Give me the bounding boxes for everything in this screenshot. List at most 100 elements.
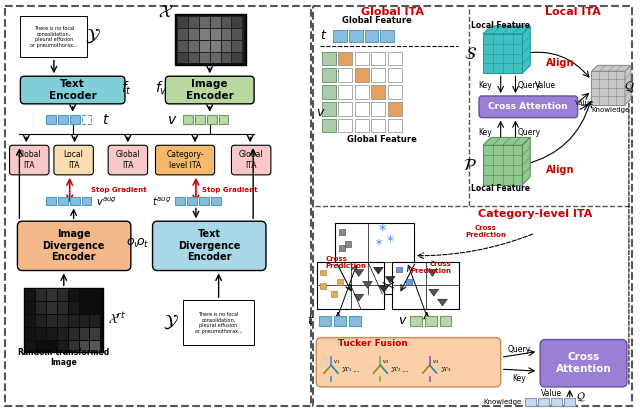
Polygon shape [354,294,364,301]
Bar [355,52,369,65]
Text: ...: ... [401,365,409,374]
Polygon shape [483,26,531,34]
FancyBboxPatch shape [540,339,627,387]
Bar [195,115,205,124]
Bar [211,41,221,52]
Text: $\mathcal{Q}$: $\mathcal{Q}$ [623,80,634,94]
Bar [46,115,56,124]
Bar [183,300,254,346]
Bar [380,30,394,42]
Bar [371,85,385,99]
Text: $t^{aug}$: $t^{aug}$ [152,195,172,208]
Bar [314,6,632,406]
Bar [200,41,210,52]
Text: *: * [378,224,386,238]
Bar [388,85,402,99]
Bar [81,115,92,124]
Text: Cross
Prediction: Cross Prediction [325,256,366,269]
Text: $\mathcal{Y}$: $\mathcal{Y}$ [86,27,101,45]
Text: $v$: $v$ [167,112,177,127]
Bar [58,289,68,301]
FancyBboxPatch shape [17,221,131,270]
Text: Tucker Fusion: Tucker Fusion [337,339,408,348]
Bar [371,68,385,82]
Bar [232,41,243,52]
FancyBboxPatch shape [232,145,271,175]
Text: $\mathcal{X}^{rt}$: $\mathcal{X}^{rt}$ [108,310,126,325]
Text: $t$: $t$ [307,315,314,327]
Bar [396,267,402,272]
Bar [221,17,232,28]
Text: There is no focal
consolidation,
pleural effusion
or pneumothorax...: There is no focal consolidation, pleural… [30,26,77,48]
Bar [355,85,369,99]
Bar [90,302,100,314]
Bar [178,52,188,63]
Text: Key: Key [513,373,526,382]
Text: Knowledge: Knowledge [591,107,630,113]
Bar [564,398,575,406]
Text: Global ITA: Global ITA [361,7,424,17]
Bar [175,197,185,205]
Bar [440,316,451,326]
Bar [36,315,46,327]
Bar [90,289,100,301]
Bar [232,29,243,40]
Bar [483,145,522,185]
Text: Query: Query [518,128,541,137]
Text: $o_v$: $o_v$ [126,237,141,250]
Bar [339,229,345,235]
Text: Global
ITA: Global ITA [116,151,140,170]
FancyBboxPatch shape [479,96,578,118]
Text: Local Feature: Local Feature [471,21,530,30]
Bar [189,41,199,52]
Text: Local
ITA: Local ITA [64,151,84,170]
Bar [90,341,100,353]
Bar [410,316,422,326]
Bar [211,29,221,40]
Text: Key: Key [478,128,492,137]
Bar [68,341,79,353]
Bar [334,316,346,326]
Text: $t$: $t$ [102,112,110,127]
Bar [483,34,522,73]
Bar [68,315,79,327]
Text: $\mathcal{Y}$: $\mathcal{Y}$ [163,312,179,331]
Bar [46,197,56,205]
Bar [47,315,57,327]
Text: Cross Attention: Cross Attention [488,102,568,111]
Bar [232,17,243,28]
Bar [221,29,232,40]
Bar [371,119,385,133]
Bar [36,341,46,353]
Text: Cross
Prediction: Cross Prediction [465,225,506,238]
Text: Global
ITA: Global ITA [239,151,264,170]
Bar [187,197,197,205]
Text: $v_2$: $v_2$ [382,358,390,366]
Text: Random-transformed
Image: Random-transformed Image [18,348,110,367]
Bar [392,262,460,309]
Polygon shape [438,299,447,306]
Text: $\mathcal{Y}\mathcal{V}_1$: $\mathcal{Y}\mathcal{V}_1$ [341,364,353,374]
Bar [58,115,68,124]
Text: $\mathcal{Y}\mathcal{V}_2$: $\mathcal{Y}\mathcal{V}_2$ [390,364,402,374]
Text: $\mathcal{S}$: $\mathcal{S}$ [464,45,477,63]
FancyBboxPatch shape [108,145,148,175]
Bar [24,288,103,353]
Bar [36,302,46,314]
Text: ...: ... [352,365,360,374]
Bar [79,328,90,339]
Bar [183,115,193,124]
Text: Image
Divergence
Encoder: Image Divergence Encoder [42,229,105,263]
Text: $v_1$: $v_1$ [333,358,340,366]
Bar [322,52,336,65]
Polygon shape [374,267,383,274]
Bar [178,29,188,40]
Text: Text
Divergence
Encoder: Text Divergence Encoder [179,229,241,263]
Text: Local ITA: Local ITA [545,7,600,17]
Bar [339,245,345,251]
Polygon shape [429,289,438,296]
Bar [406,279,412,285]
Bar [177,16,244,63]
Bar [68,328,79,339]
Bar [232,52,243,63]
